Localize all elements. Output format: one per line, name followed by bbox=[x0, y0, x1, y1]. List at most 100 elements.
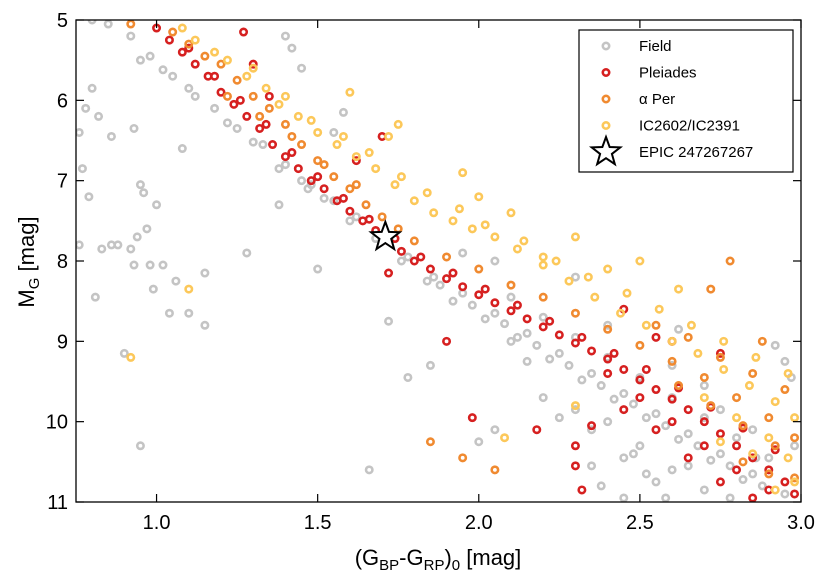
data-point bbox=[152, 200, 162, 210]
data-point bbox=[409, 196, 419, 206]
data-point bbox=[280, 152, 290, 162]
data-point bbox=[715, 449, 725, 459]
data-point bbox=[570, 232, 580, 242]
data-point bbox=[113, 240, 123, 250]
data-point bbox=[232, 75, 242, 85]
data-point bbox=[790, 473, 800, 483]
data-point bbox=[361, 200, 371, 210]
data-point bbox=[190, 91, 200, 101]
data-point bbox=[732, 393, 742, 403]
data-point bbox=[674, 381, 684, 391]
data-point bbox=[780, 385, 790, 395]
data-point bbox=[715, 405, 725, 415]
data-point bbox=[732, 441, 742, 451]
data-point bbox=[168, 71, 178, 81]
data-point bbox=[732, 433, 742, 443]
data-point bbox=[725, 493, 735, 502]
series-epic-247267267 bbox=[368, 218, 403, 252]
data-point bbox=[274, 164, 284, 174]
data-point bbox=[683, 332, 693, 342]
data-point bbox=[422, 276, 432, 286]
data-point bbox=[490, 308, 500, 318]
data-point bbox=[764, 433, 774, 443]
data-point bbox=[490, 298, 500, 308]
data-point bbox=[297, 63, 307, 73]
data-point bbox=[229, 99, 239, 109]
data-point bbox=[522, 328, 532, 338]
data-point bbox=[570, 308, 580, 318]
x-tick-label: 1.5 bbox=[304, 512, 332, 534]
data-point bbox=[255, 123, 265, 133]
data-point bbox=[674, 284, 684, 294]
y-axis-title: MG [mag] bbox=[14, 216, 43, 307]
data-point bbox=[248, 59, 258, 69]
data-point bbox=[232, 123, 242, 133]
data-point bbox=[184, 284, 194, 294]
data-point bbox=[87, 20, 97, 25]
x-tick-label: 3.0 bbox=[787, 512, 815, 534]
data-point bbox=[384, 268, 394, 278]
data-point bbox=[699, 485, 709, 495]
data-point bbox=[732, 465, 742, 475]
data-point bbox=[119, 348, 129, 358]
data-point bbox=[268, 140, 278, 150]
data-point bbox=[313, 264, 323, 274]
data-point bbox=[364, 465, 374, 475]
data-point bbox=[442, 274, 452, 284]
data-point bbox=[651, 332, 661, 342]
data-point bbox=[554, 413, 564, 423]
data-point bbox=[287, 43, 297, 53]
axis-title-part: [mag] bbox=[460, 545, 521, 570]
data-point bbox=[390, 180, 400, 190]
axis-title-subscript: RP bbox=[424, 557, 445, 574]
data-point bbox=[403, 252, 413, 262]
series-field bbox=[76, 20, 800, 502]
data-point bbox=[538, 260, 548, 270]
data-point bbox=[351, 152, 361, 162]
data-point bbox=[280, 31, 290, 41]
data-point bbox=[641, 364, 651, 374]
data-point bbox=[674, 434, 684, 444]
data-point bbox=[425, 264, 435, 274]
data-point bbox=[396, 256, 406, 266]
data-point bbox=[790, 413, 800, 423]
data-point bbox=[506, 292, 516, 302]
data-point bbox=[200, 320, 210, 330]
data-point bbox=[683, 405, 693, 415]
data-point bbox=[184, 43, 194, 53]
data-point bbox=[242, 111, 252, 121]
data-point bbox=[364, 148, 374, 158]
data-point bbox=[538, 322, 548, 332]
axis-title-subscript: 0 bbox=[452, 557, 460, 574]
data-point bbox=[235, 95, 245, 105]
data-point bbox=[719, 336, 729, 346]
data-point bbox=[603, 417, 613, 427]
data-point bbox=[667, 417, 677, 427]
data-point bbox=[467, 224, 477, 234]
data-point bbox=[570, 441, 580, 451]
data-point bbox=[719, 364, 729, 374]
data-point bbox=[490, 232, 500, 242]
data-point bbox=[396, 172, 406, 182]
data-point bbox=[522, 356, 532, 366]
data-point bbox=[683, 453, 693, 463]
data-point bbox=[474, 192, 484, 202]
legend-marker bbox=[601, 121, 611, 131]
data-point bbox=[77, 164, 87, 174]
data-point bbox=[674, 324, 684, 334]
y-tick-label: 6 bbox=[57, 90, 68, 112]
data-point bbox=[129, 123, 139, 133]
data-point bbox=[103, 20, 113, 29]
data-point bbox=[467, 413, 477, 423]
data-point bbox=[570, 338, 580, 348]
axis-title-part: (G bbox=[355, 545, 379, 570]
data-point bbox=[97, 244, 107, 254]
data-point bbox=[564, 360, 574, 370]
data-point bbox=[490, 425, 500, 435]
data-point bbox=[87, 83, 97, 93]
data-point bbox=[145, 51, 155, 61]
data-point bbox=[293, 111, 303, 121]
data-point bbox=[603, 354, 613, 364]
data-point bbox=[667, 465, 677, 475]
data-point bbox=[164, 308, 174, 318]
